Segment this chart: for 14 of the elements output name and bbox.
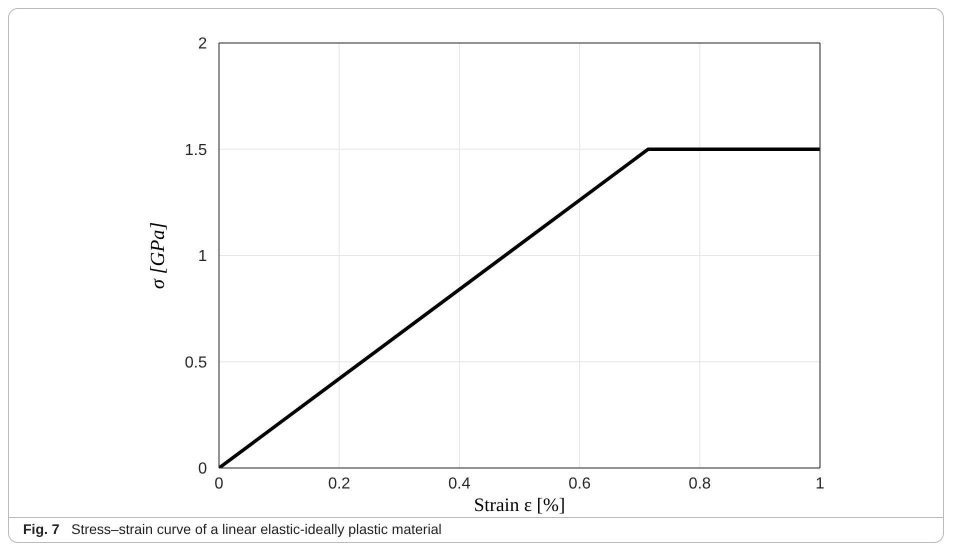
y-tick-label: 2 [198, 36, 208, 53]
y-tick-label: 0.5 [184, 354, 208, 372]
y-tick-label: 1 [198, 248, 208, 266]
y-tick-label: 0 [198, 460, 208, 478]
caption: Fig. 7 Stress–strain curve of a linear elastic-ideally plastic material [23, 521, 442, 537]
x-tick-label: 0.6 [568, 475, 591, 492]
x-tick-label: 1 [816, 475, 825, 492]
y-axis-title: σ [GPa] [147, 222, 170, 290]
x-axis-title: Strain ε [%] [474, 495, 566, 516]
x-tick-label: 0.8 [688, 475, 712, 492]
x-tick-label: 0.2 [328, 475, 350, 492]
y-tick-label: 1.5 [184, 142, 208, 159]
x-tick-label: 0.4 [448, 475, 471, 492]
x-tick-label: 0 [214, 475, 224, 492]
